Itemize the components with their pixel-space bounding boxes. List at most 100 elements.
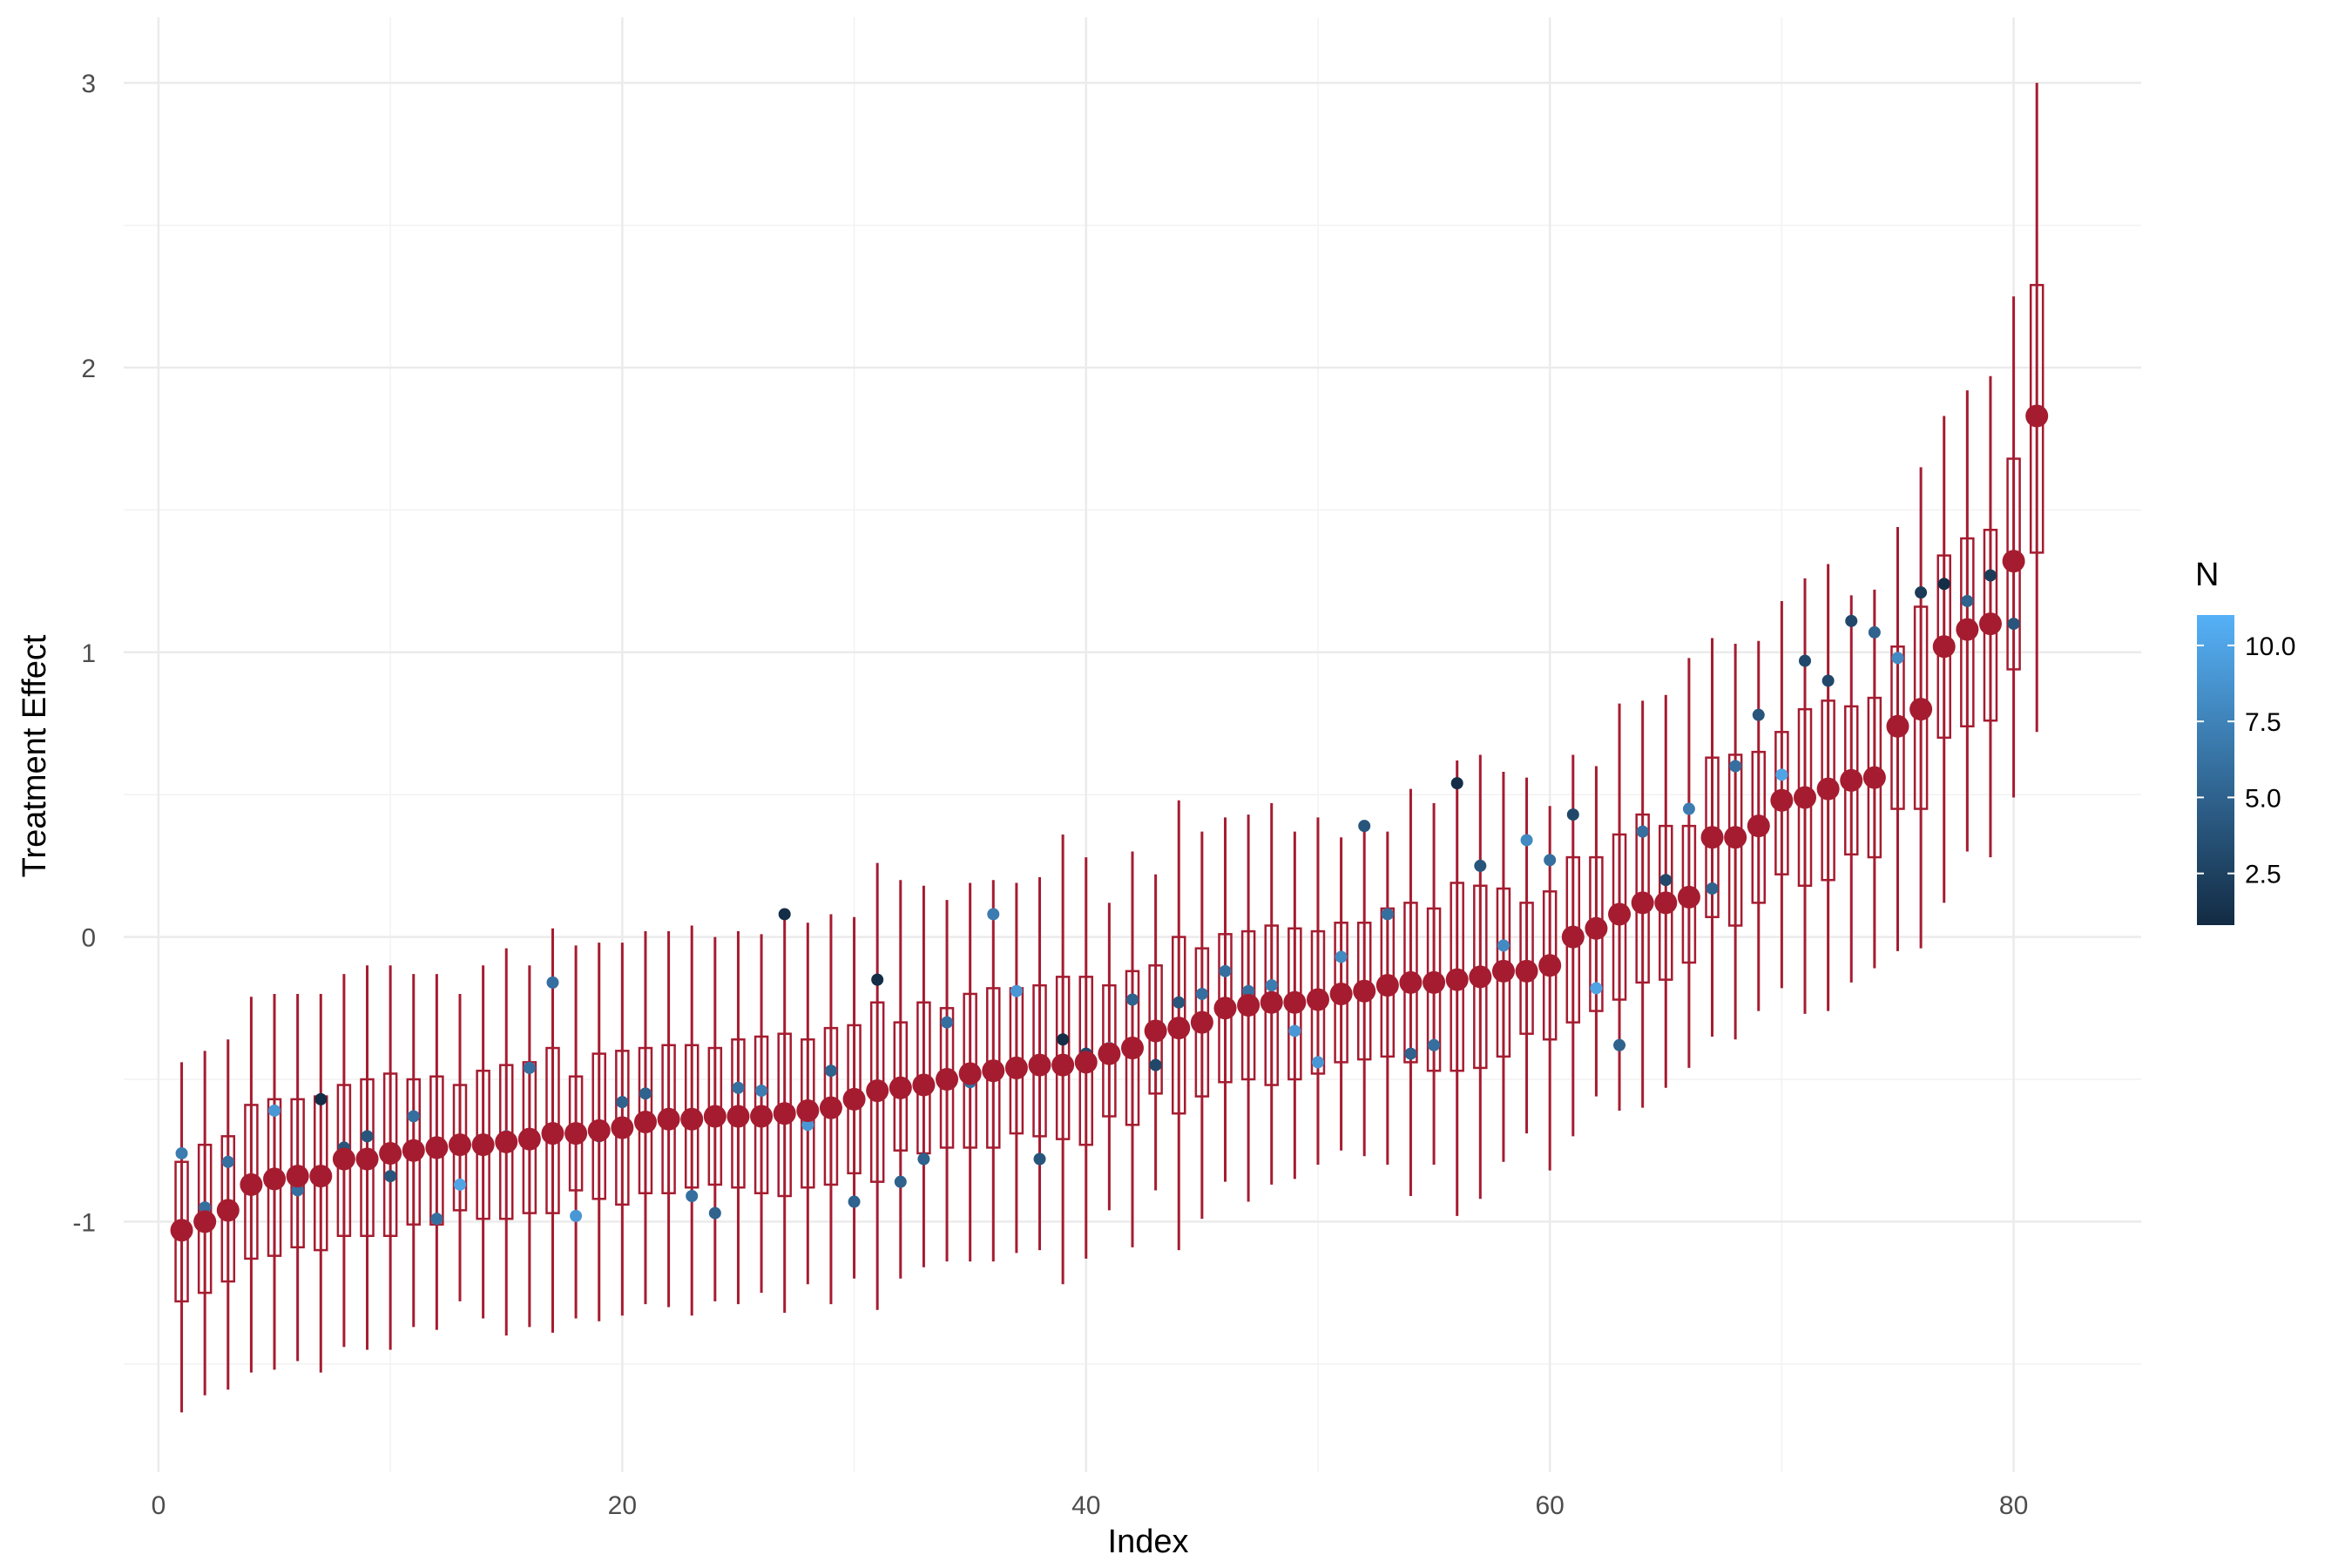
estimate-point xyxy=(1700,826,1724,849)
observed-point xyxy=(824,1064,837,1078)
observed-point xyxy=(708,1206,721,1220)
estimate-point xyxy=(1585,916,1608,940)
observed-point xyxy=(755,1085,768,1098)
estimate-point xyxy=(796,1098,820,1122)
observed-point xyxy=(1821,674,1835,687)
observed-point xyxy=(1265,979,1278,992)
estimate-point xyxy=(193,1210,217,1233)
observed-point xyxy=(894,1175,907,1188)
observed-point xyxy=(1497,939,1510,952)
observed-point xyxy=(1474,859,1487,872)
observed-point xyxy=(1520,834,1533,847)
y-tick-label: -1 xyxy=(72,1208,96,1237)
observed-point xyxy=(314,1092,328,1105)
observed-point xyxy=(987,908,1000,921)
estimate-point xyxy=(1862,766,1886,789)
observed-point xyxy=(1450,777,1463,790)
estimate-point xyxy=(680,1107,704,1131)
estimate-point xyxy=(611,1116,634,1139)
legend-tick-label: 10.0 xyxy=(2245,632,2295,661)
estimate-point xyxy=(309,1165,333,1188)
observed-point xyxy=(1752,708,1765,721)
observed-point xyxy=(1428,1038,1441,1051)
estimate-point xyxy=(1167,1017,1191,1040)
observed-point xyxy=(1173,996,1186,1009)
observed-point xyxy=(570,1209,583,1222)
observed-point xyxy=(454,1178,466,1191)
estimate-point xyxy=(1840,768,1863,792)
observed-point xyxy=(686,1189,699,1202)
estimate-point xyxy=(1004,1056,1028,1079)
estimate-point xyxy=(1051,1053,1075,1077)
observed-point xyxy=(407,1110,420,1123)
observed-point xyxy=(1636,825,1649,838)
observed-point xyxy=(1404,1047,1417,1060)
y-axis-title: Treatment Effect xyxy=(17,634,53,877)
estimate-point xyxy=(936,1068,959,1092)
legend-tick-label: 2.5 xyxy=(2245,861,2281,889)
estimate-point xyxy=(1469,965,1492,989)
estimate-point xyxy=(1375,974,1399,997)
observed-point xyxy=(1335,950,1348,963)
estimate-point xyxy=(541,1122,564,1146)
estimate-point xyxy=(1724,826,1747,849)
observed-point xyxy=(199,1201,212,1214)
observed-point xyxy=(1915,586,1928,599)
gridlines xyxy=(124,17,2141,1472)
estimate-point xyxy=(982,1059,1005,1083)
y-tick-label: 1 xyxy=(81,639,96,668)
estimate-point xyxy=(866,1079,889,1103)
legend-tick-label: 5.0 xyxy=(2245,784,2281,813)
estimate-point xyxy=(1423,970,1446,994)
estimate-point xyxy=(1747,814,1770,838)
estimate-point xyxy=(1886,714,1909,738)
observed-point xyxy=(291,1184,304,1197)
estimate-point xyxy=(703,1105,727,1128)
estimate-point xyxy=(750,1105,774,1128)
estimate-point xyxy=(471,1133,495,1157)
estimate-point xyxy=(1353,979,1376,1003)
axes: Index Treatment Effect 0 20 40 60 80 -1 0 1 2 3 xyxy=(17,70,2028,1560)
estimate-point xyxy=(1631,891,1654,915)
observed-point xyxy=(778,908,791,921)
estimate-point xyxy=(170,1219,193,1242)
estimate-point xyxy=(1237,994,1260,1017)
observed-point xyxy=(732,1081,745,1094)
observed-point xyxy=(221,1155,234,1168)
estimate-point xyxy=(1654,891,1678,915)
estimate-point xyxy=(889,1076,912,1099)
x-tick-label: 80 xyxy=(1999,1491,2028,1520)
observed-point xyxy=(1358,820,1371,833)
observed-point xyxy=(2007,618,2020,631)
x-axis-title: Index xyxy=(1108,1524,1189,1560)
estimate-point xyxy=(1074,1051,1098,1074)
estimate-point xyxy=(263,1167,287,1191)
observed-point xyxy=(361,1130,374,1143)
observed-point xyxy=(1010,984,1023,997)
estimate-point xyxy=(1260,990,1283,1014)
observed-point xyxy=(1775,768,1788,781)
estimate-point xyxy=(773,1102,796,1125)
observed-point xyxy=(871,973,884,986)
estimate-point xyxy=(2002,550,2025,573)
observed-point xyxy=(1845,614,1858,627)
observed-point xyxy=(1729,760,1742,773)
observed-point xyxy=(268,1104,281,1117)
y-tick-label: 3 xyxy=(81,70,96,98)
observed-point xyxy=(523,1061,536,1074)
observed-point xyxy=(1242,984,1255,997)
estimate-point xyxy=(564,1122,588,1146)
estimate-point xyxy=(1909,698,1933,721)
observed-point xyxy=(848,1195,861,1208)
estimate-point xyxy=(1283,990,1307,1014)
legend-tick-label: 7.5 xyxy=(2245,708,2281,737)
estimate-point xyxy=(1538,954,1562,977)
observed-point xyxy=(430,1213,443,1226)
estimate-point xyxy=(355,1147,379,1171)
legend-title: N xyxy=(2195,557,2219,593)
observed-point xyxy=(1381,908,1394,921)
estimate-point xyxy=(1306,988,1329,1011)
observed-point xyxy=(1613,1038,1626,1051)
observed-point xyxy=(616,1096,629,1109)
estimate-point xyxy=(216,1199,240,1222)
